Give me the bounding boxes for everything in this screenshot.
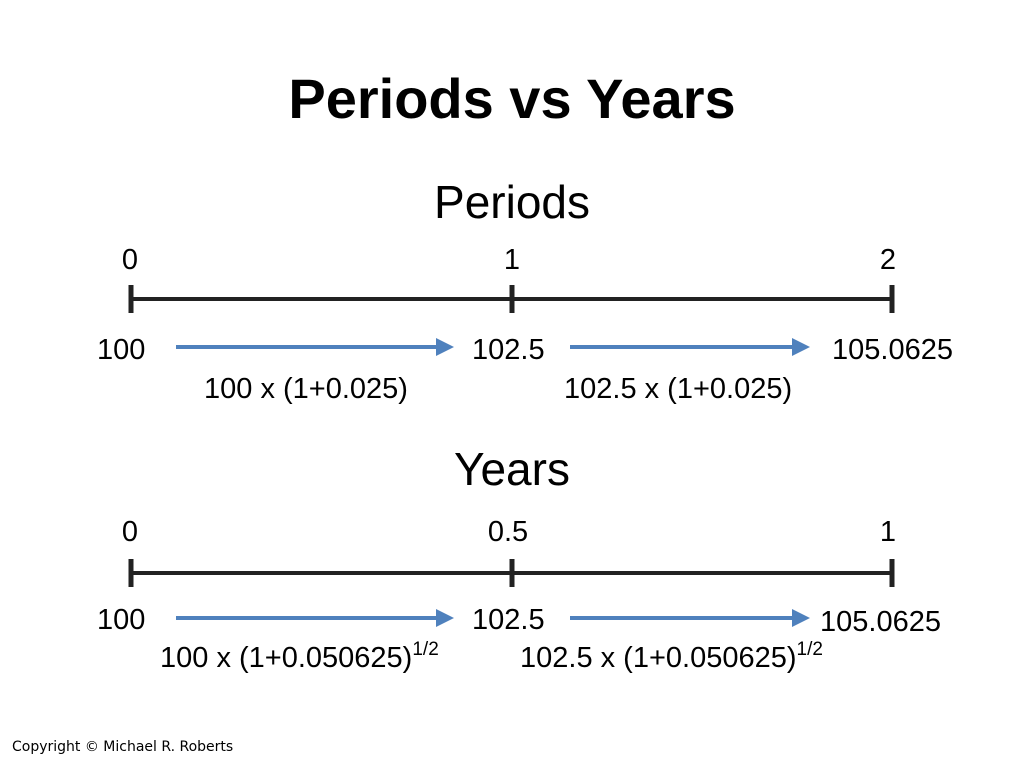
copyright-notice: Copyright © Michael R. Roberts — [12, 739, 234, 755]
years-tick-label-1: 0.5 — [487, 516, 529, 548]
years-arrow-1-head — [436, 609, 454, 627]
periods-arrow-2-head — [792, 338, 810, 356]
periods-heading: Periods — [434, 176, 590, 228]
periods-arrows — [176, 338, 810, 356]
years-value-0: 100 — [97, 604, 146, 636]
periods-formula-1: 100 x (1+0.025) — [204, 373, 408, 409]
years-heading: Years — [454, 443, 570, 495]
periods-arrow-1-head — [436, 338, 454, 356]
periods-tick-label-0: 0 — [121, 244, 139, 276]
periods-tick-label-2: 2 — [879, 244, 897, 276]
periods-formula-1-text: 100 x (1+0.025) — [204, 373, 408, 405]
periods-tick-label-1: 1 — [503, 244, 521, 276]
periods-value-0: 100 — [97, 334, 146, 366]
years-value-1: 102.5 — [472, 604, 545, 636]
slide-title: Periods vs Years — [288, 67, 736, 130]
years-formula-1: 100 x (1+0.050625)1/2 — [160, 639, 439, 678]
years-tick-label-0: 0 — [121, 516, 139, 548]
years-formula-1-exponent: 1/2 — [412, 639, 439, 660]
periods-formula-2-text: 102.5 x (1+0.025) — [564, 373, 793, 405]
years-formula-2: 102.5 x (1+0.050625)1/2 — [520, 639, 823, 678]
periods-formula-2: 102.5 x (1+0.025) — [564, 373, 792, 409]
years-arrow-2-head — [792, 609, 810, 627]
periods-timeline — [128, 285, 895, 313]
periods-value-2: 105.0625 — [832, 334, 953, 366]
years-formula-2-exponent: 1/2 — [796, 639, 823, 660]
periods-value-1: 102.5 — [472, 334, 545, 366]
years-tick-label-2: 1 — [879, 516, 897, 548]
years-formula-2-text: 102.5 x (1+0.050625) — [520, 642, 797, 674]
years-timeline — [128, 559, 895, 587]
years-formula-1-text: 100 x (1+0.050625) — [160, 642, 413, 674]
years-arrows — [176, 609, 810, 627]
years-value-2: 105.0625 — [820, 606, 941, 638]
